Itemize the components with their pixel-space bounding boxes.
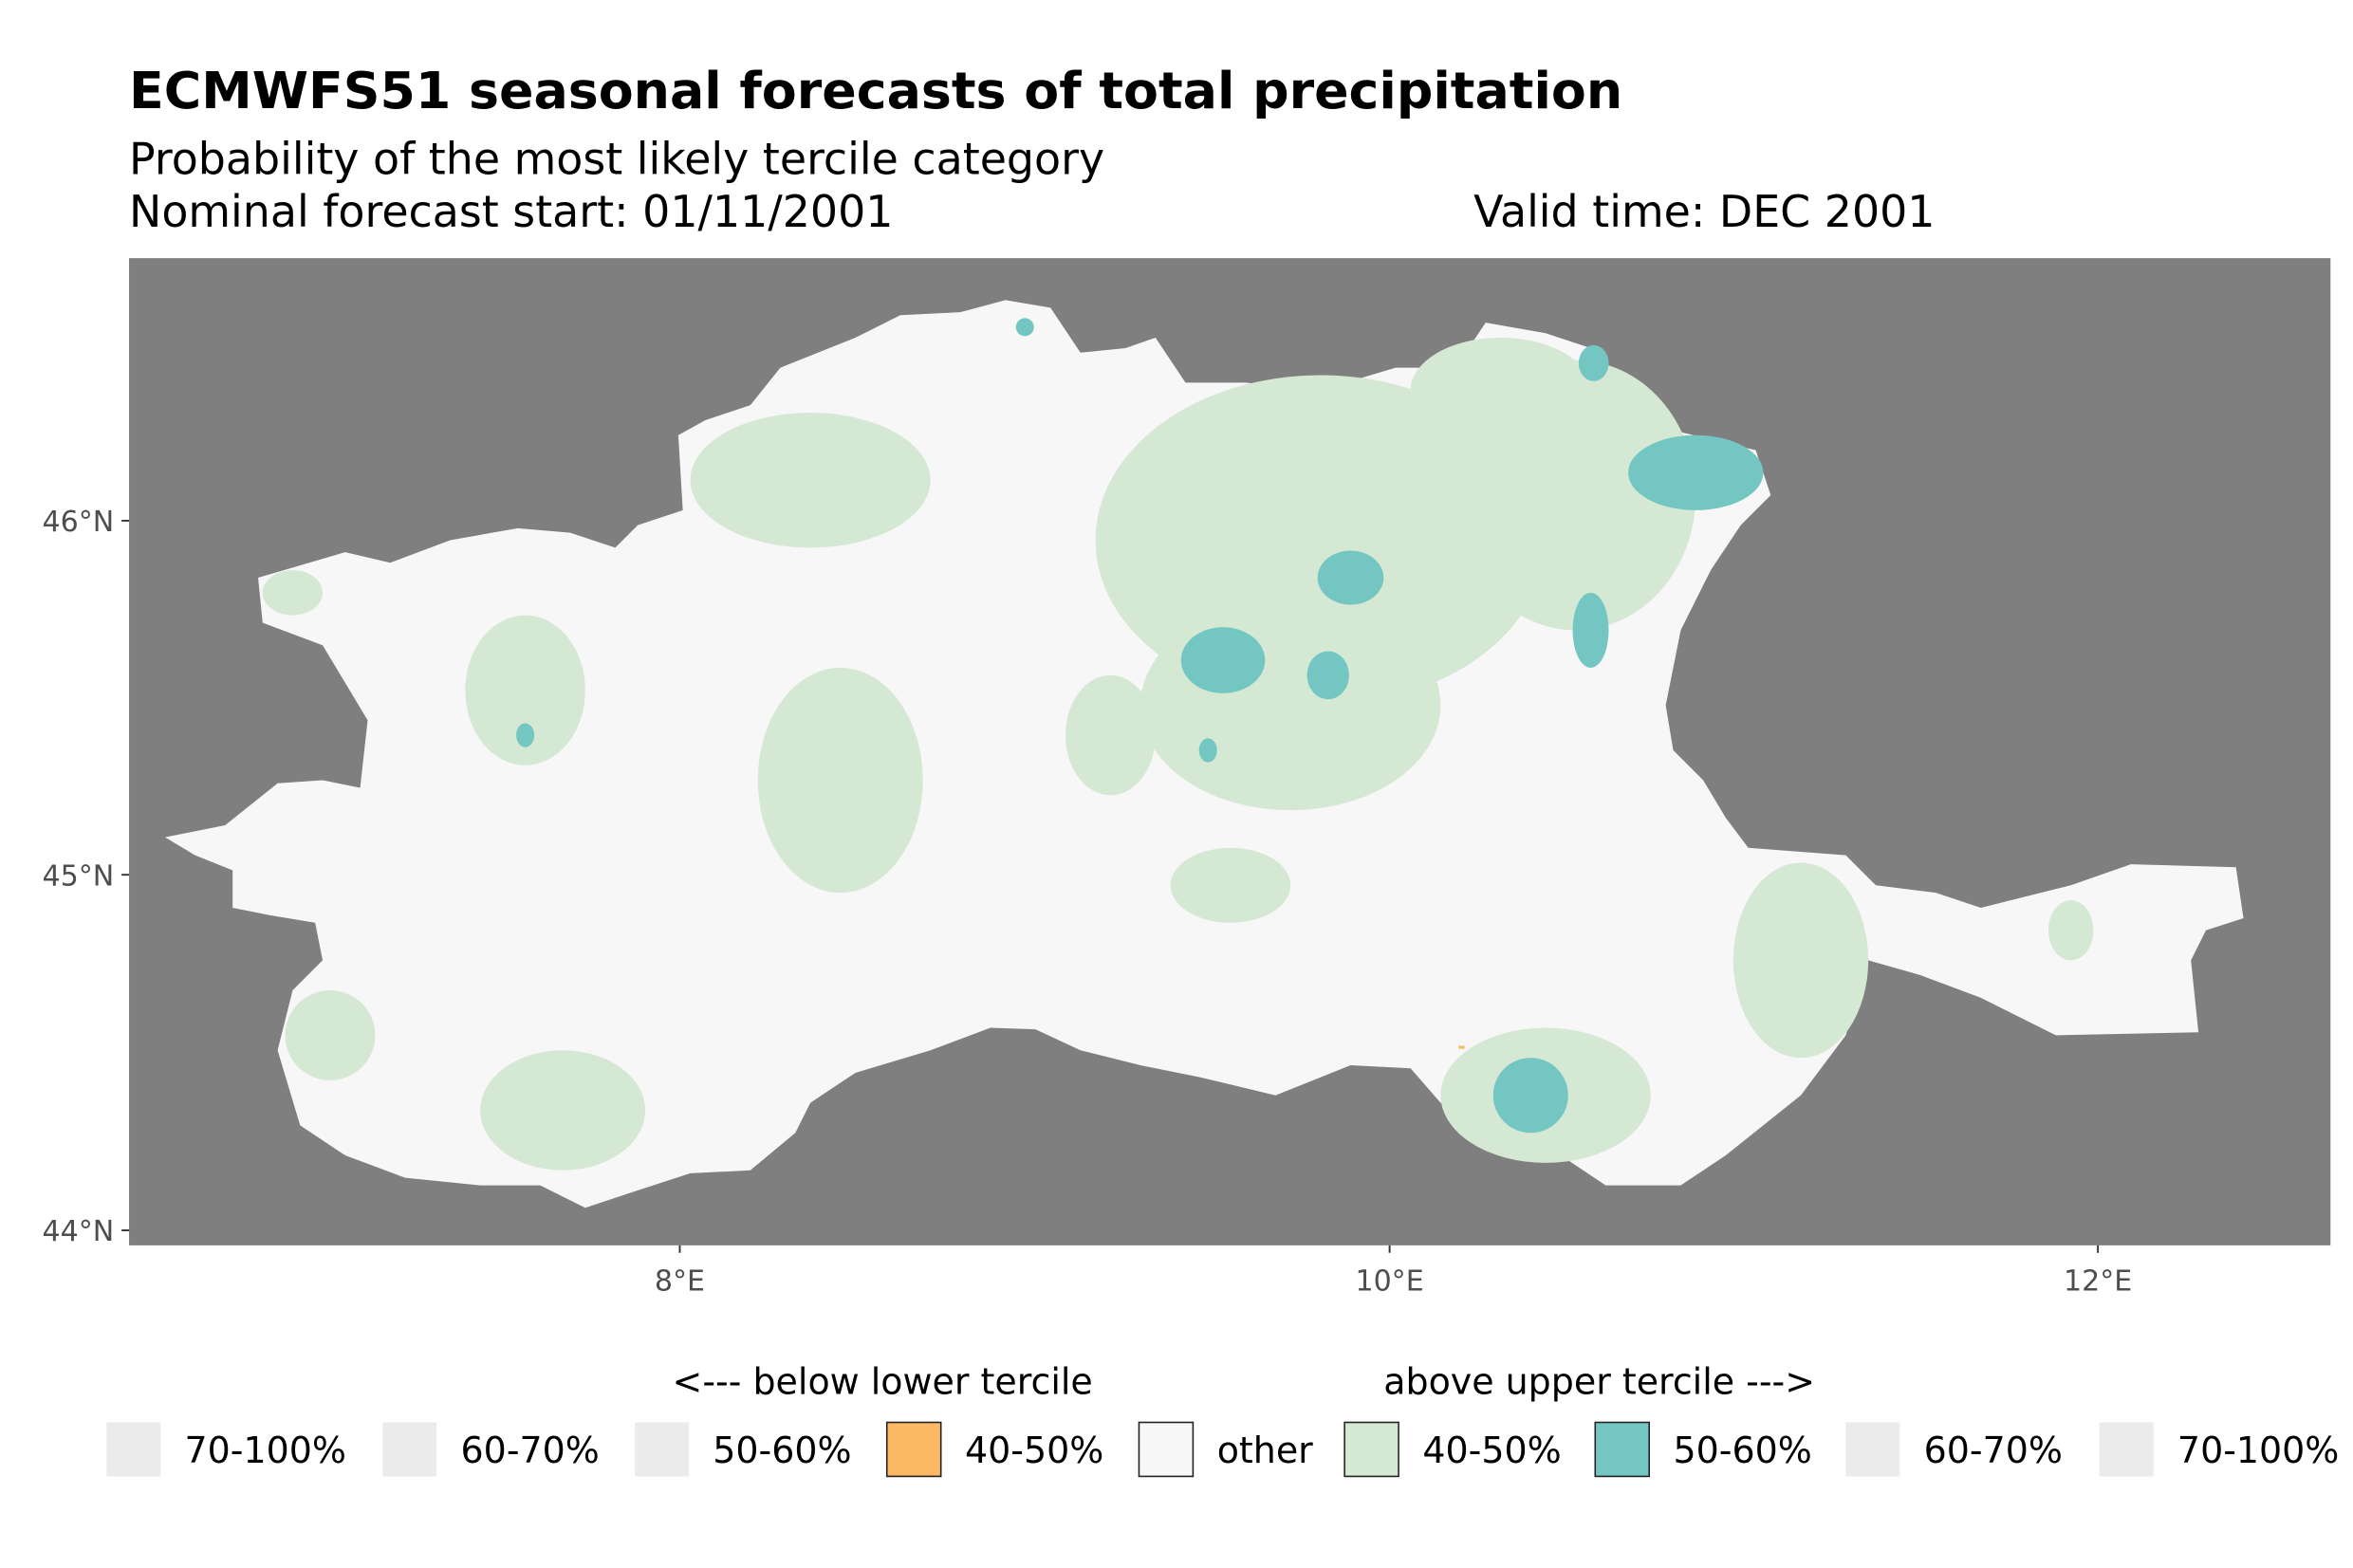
x-axis — [678, 1245, 2100, 1253]
legend-title-above: above upper tercile ---> — [1383, 1360, 1815, 1402]
legend-label: 40-50% — [1422, 1430, 1561, 1471]
legend-key-below — [885, 1421, 942, 1478]
legend-label: 40-50% — [965, 1430, 1103, 1471]
legend-key-below — [382, 1422, 437, 1477]
legend-title-below: <--- below lower tercile — [673, 1360, 1093, 1402]
legend-key-above — [1845, 1422, 1900, 1477]
plot-title: ECMWFS51 seasonal forecasts of total pre… — [129, 61, 1622, 120]
legend-label: 50-60% — [713, 1430, 851, 1471]
legend-key-normal — [1138, 1421, 1195, 1478]
y-tick-label: 44°N — [42, 1215, 114, 1248]
legend-key-below — [106, 1422, 161, 1477]
legend-label: other — [1217, 1430, 1313, 1471]
y-axis — [121, 519, 130, 1231]
x-tick-label: 8°E — [655, 1264, 705, 1298]
legend-key-above — [2099, 1422, 2154, 1477]
forecast-start-label: Nominal forecast start: 01/11/2001 — [129, 186, 893, 237]
legend-key-above — [1594, 1421, 1651, 1478]
legend-label: 70-100% — [2177, 1430, 2339, 1471]
map-panel — [129, 258, 2331, 1245]
legend: <--- below lower tercile above upper ter… — [106, 1360, 2339, 1478]
valid-time-label: Valid time: DEC 2001 — [1473, 186, 1935, 237]
legend-label: 60-70% — [461, 1430, 600, 1471]
legend-key-above — [1343, 1421, 1399, 1478]
plot-subtitle: Probability of the most likely tercile c… — [129, 134, 1104, 185]
x-tick-label: 12°E — [2064, 1264, 2132, 1298]
legend-label: 70-100% — [185, 1430, 346, 1471]
legend-label: 50-60% — [1674, 1430, 1812, 1471]
region-below-40-50 — [1458, 1045, 1465, 1049]
region-above-50-60 — [516, 318, 1764, 1134]
y-tick-label: 46°N — [42, 506, 114, 539]
legend-key-below — [635, 1422, 689, 1477]
y-tick-label: 45°N — [42, 859, 114, 893]
legend-label: 60-70% — [1924, 1430, 2063, 1471]
x-tick-label: 10°E — [1355, 1264, 1423, 1298]
